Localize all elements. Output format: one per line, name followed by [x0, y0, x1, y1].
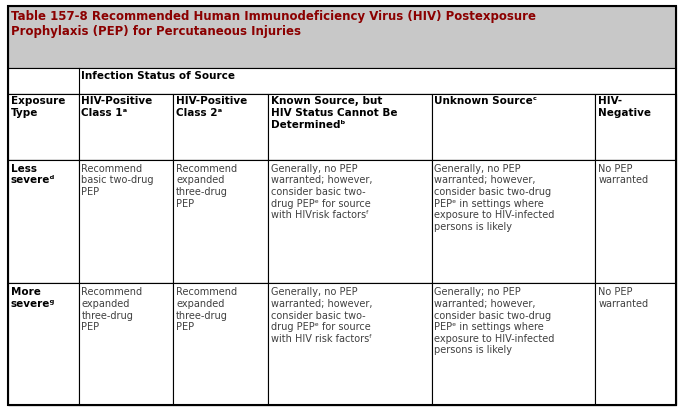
Text: Generally, no PEP
warranted; however,
consider basic two-
drug PEPᵉ for source
w: Generally, no PEP warranted; however, co…: [271, 164, 372, 220]
Text: Table 157-8 Recommended Human Immunodeficiency Virus (HIV) Postexposure
Prophyla: Table 157-8 Recommended Human Immunodefi…: [11, 10, 536, 38]
Text: HIV-Positive
Class 2ᵃ: HIV-Positive Class 2ᵃ: [176, 96, 248, 118]
Text: Recommend
expanded
three-drug
PEP: Recommend expanded three-drug PEP: [176, 164, 237, 208]
Text: Less
severeᵈ: Less severeᵈ: [11, 164, 55, 185]
Bar: [79, 283, 173, 405]
Text: Exposure
Type: Exposure Type: [11, 96, 65, 118]
Bar: [268, 159, 432, 283]
Text: Recommend
expanded
three-drug
PEP: Recommend expanded three-drug PEP: [176, 287, 237, 332]
Text: Infection Status of Source: Infection Status of Source: [81, 71, 235, 81]
Bar: [173, 159, 268, 283]
Bar: [432, 159, 595, 283]
Bar: [432, 283, 595, 405]
Text: No PEP
warranted: No PEP warranted: [598, 287, 648, 309]
Bar: [8, 6, 676, 68]
Bar: [8, 68, 676, 94]
Bar: [8, 159, 676, 283]
Bar: [595, 159, 676, 283]
Bar: [268, 283, 432, 405]
Text: Generally, no PEP
warranted; however,
consider basic two-
drug PEPᵉ for source
w: Generally, no PEP warranted; however, co…: [271, 287, 372, 344]
Text: More
severeᵍ: More severeᵍ: [11, 287, 55, 309]
Bar: [8, 283, 676, 405]
Text: Recommend
basic two-drug
PEP: Recommend basic two-drug PEP: [81, 164, 154, 197]
Text: Generally, no PEP
warranted; however,
consider basic two-drug
PEPᵉ in settings w: Generally, no PEP warranted; however, co…: [434, 164, 555, 232]
Bar: [79, 94, 173, 159]
Text: Known Source, but
HIV Status Cannot Be
Determinedᵇ: Known Source, but HIV Status Cannot Be D…: [271, 96, 397, 129]
Bar: [8, 94, 79, 159]
Bar: [79, 159, 173, 283]
Text: Unknown Sourceᶜ: Unknown Sourceᶜ: [434, 96, 538, 106]
Bar: [268, 94, 432, 159]
Bar: [173, 94, 268, 159]
Bar: [8, 159, 79, 283]
Text: Recommend
expanded
three-drug
PEP: Recommend expanded three-drug PEP: [81, 287, 142, 332]
Bar: [595, 283, 676, 405]
Bar: [595, 94, 676, 159]
Bar: [8, 283, 79, 405]
Text: HIV-
Negative: HIV- Negative: [598, 96, 651, 118]
Bar: [432, 94, 595, 159]
Bar: [173, 283, 268, 405]
Text: HIV-Positive
Class 1ᵃ: HIV-Positive Class 1ᵃ: [81, 96, 153, 118]
Text: Generally; no PEP
warranted; however,
consider basic two-drug
PEPᵉ in settings w: Generally; no PEP warranted; however, co…: [434, 287, 555, 356]
Bar: [8, 94, 676, 159]
Text: No PEP
warranted: No PEP warranted: [598, 164, 648, 185]
